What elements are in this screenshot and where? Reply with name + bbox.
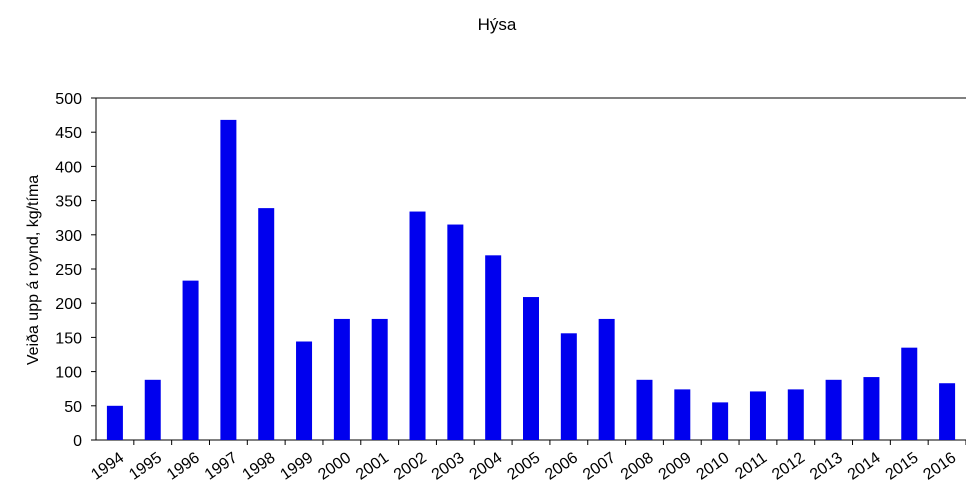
plot-area: 0501001502002503003504004505001994199519…	[55, 91, 966, 484]
bar-2006	[560, 333, 577, 440]
y-tick-label: 150	[55, 330, 82, 347]
bar-2013	[825, 379, 842, 440]
x-tick-label: 2012	[769, 449, 808, 483]
bar-2003	[447, 224, 464, 440]
y-tick-label: 300	[55, 228, 82, 245]
x-tick-label: 2003	[429, 449, 468, 483]
y-tick-label: 100	[55, 365, 82, 382]
y-tick-label: 350	[55, 194, 82, 211]
x-tick-label: 2006	[542, 449, 581, 483]
y-tick-label: 400	[55, 159, 82, 176]
x-tick-label: 2011	[732, 449, 770, 483]
y-tick-label: 0	[73, 433, 82, 450]
x-tick-label: 1995	[126, 449, 165, 483]
x-tick-label: 2007	[580, 449, 619, 483]
bar-1996	[182, 280, 199, 440]
x-tick-label: 1994	[88, 449, 127, 483]
x-tick-label: 2002	[391, 449, 430, 483]
x-tick-label: 2014	[845, 449, 884, 483]
x-tick-label: 2010	[694, 449, 733, 483]
bar-2014	[863, 377, 880, 440]
bar-2016	[939, 383, 956, 440]
chart-title: Hýsa	[478, 15, 517, 34]
bar-2005	[523, 297, 539, 440]
x-tick-label: 1999	[277, 449, 316, 483]
x-tick-label: 1998	[240, 449, 279, 483]
x-tick-label: 1996	[164, 449, 203, 483]
y-axis-label: Veiða upp á roynd, kg/tíma	[25, 175, 42, 365]
bar-1997	[220, 119, 237, 440]
x-tick-label: 2004	[467, 449, 506, 483]
bar-2008	[636, 379, 653, 440]
x-tick-label: 2001	[353, 449, 392, 483]
x-tick-label: 2016	[920, 449, 959, 483]
x-tick-label: 2008	[618, 449, 657, 483]
x-tick-label: 2013	[807, 449, 846, 483]
x-tick-label: 2000	[315, 449, 354, 483]
y-tick-label: 450	[55, 125, 82, 142]
y-tick-label: 500	[55, 91, 82, 108]
bar-2012	[787, 389, 804, 440]
bar-2000	[333, 318, 350, 440]
bar-1998	[258, 208, 275, 440]
bar-2010	[712, 402, 729, 440]
bar-1994	[106, 405, 123, 440]
bar-2004	[485, 255, 502, 440]
x-tick-label: 2015	[883, 449, 922, 483]
x-tick-label: 1997	[202, 449, 241, 483]
bar-1995	[144, 379, 161, 440]
y-tick-label: 200	[55, 296, 82, 313]
bar-2002	[409, 211, 426, 440]
bar-2015	[901, 347, 918, 440]
y-tick-label: 50	[64, 399, 82, 416]
bar-2011	[749, 391, 766, 440]
bar-2001	[371, 318, 388, 440]
bar-2009	[674, 389, 691, 440]
bar-1999	[296, 341, 313, 440]
x-tick-label: 2009	[656, 449, 695, 483]
y-tick-label: 250	[55, 262, 82, 279]
x-tick-label: 2005	[504, 449, 543, 483]
bar-2007	[598, 318, 615, 440]
